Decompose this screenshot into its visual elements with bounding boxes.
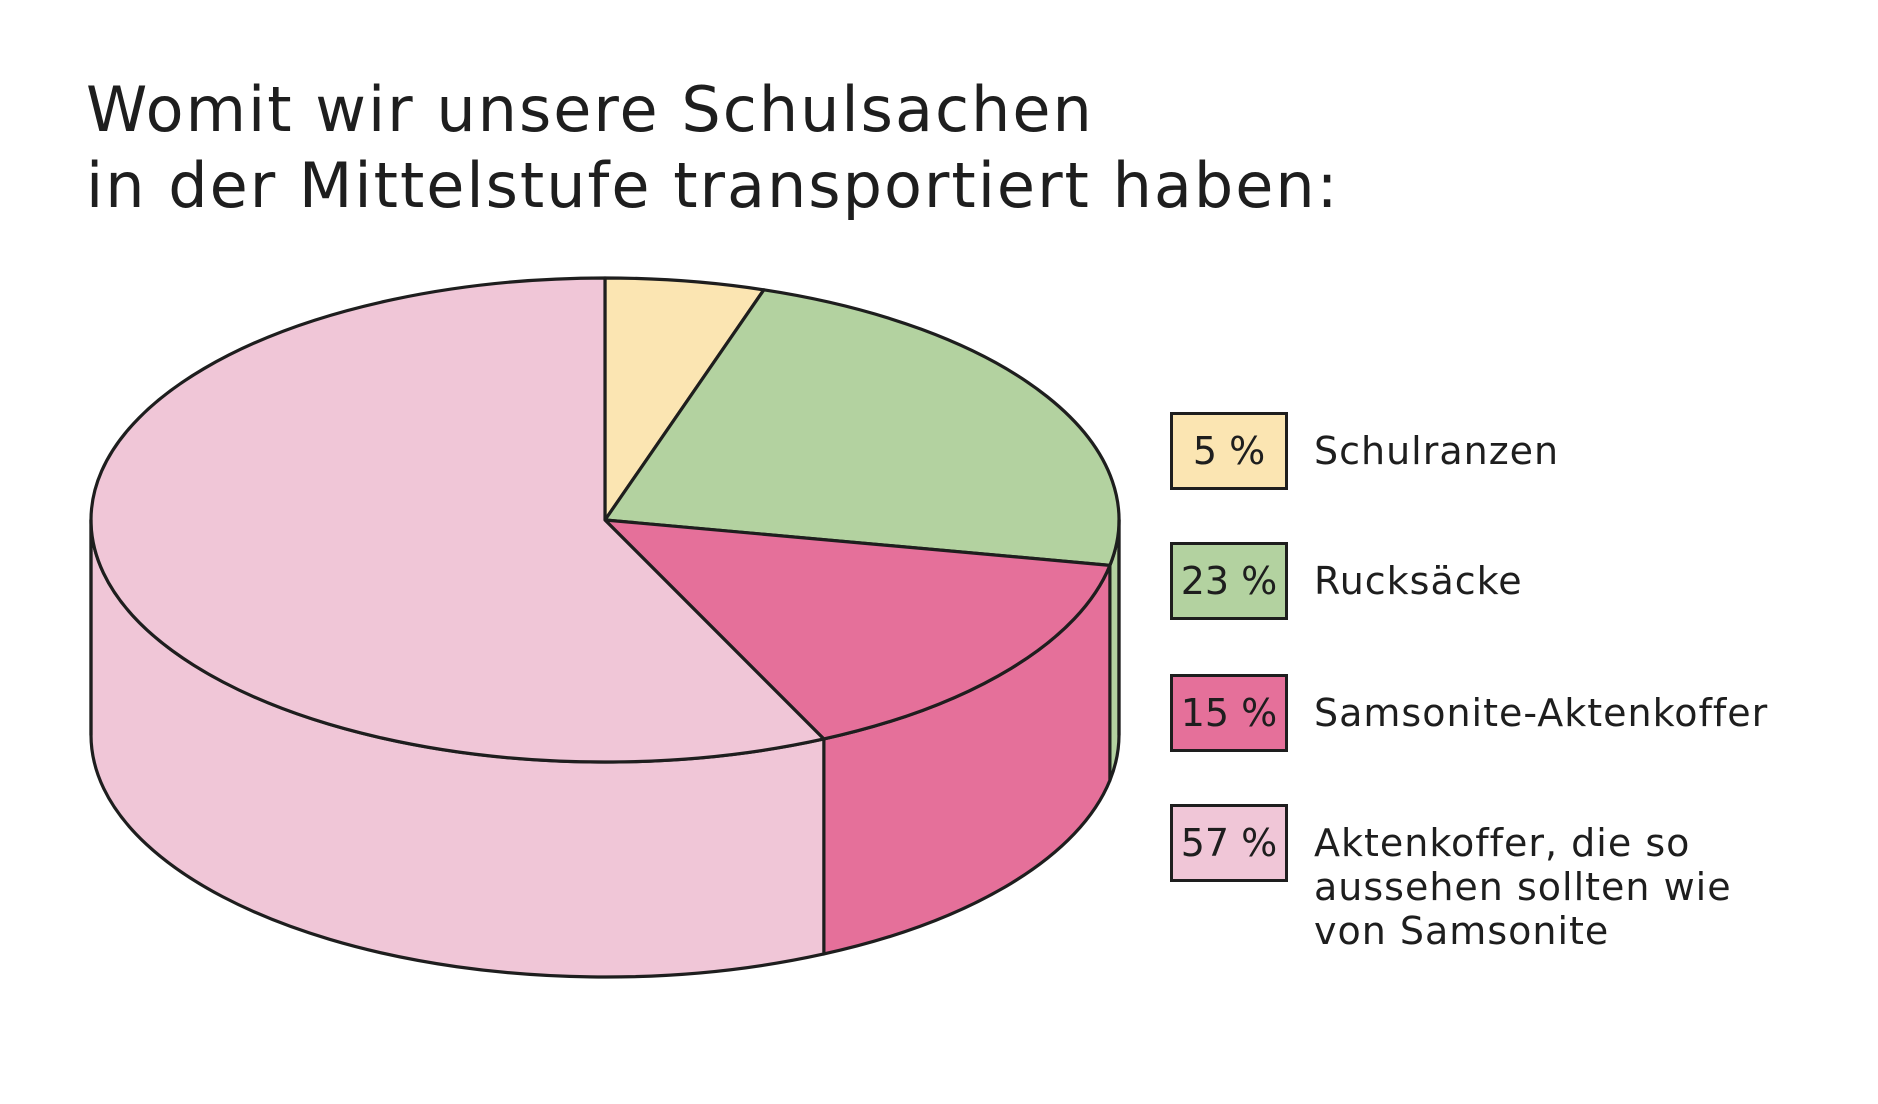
- legend-label-rucksaecke: Rucksäcke: [1314, 559, 1523, 603]
- legend-item-samsonite-aktenkoffer: 15 % Samsonite-Aktenkoffer: [1170, 674, 1814, 752]
- legend-swatch-aktenkoffer-nachahmung: 57 %: [1170, 804, 1288, 882]
- legend-label-schulranzen: Schulranzen: [1314, 429, 1560, 473]
- legend-label-aktenkoffer-nachahmung: Aktenkoffer, die so aussehen sollten wie…: [1314, 821, 1732, 953]
- legend-swatch-schulranzen: 5 %: [1170, 412, 1288, 490]
- legend-item-aktenkoffer-nachahmung: 57 % Aktenkoffer, die so aussehen sollte…: [1170, 804, 1814, 953]
- legend-item-rucksaecke: 23 % Rucksäcke: [1170, 542, 1814, 620]
- pie-slice-schulranzen: [603, 276, 766, 522]
- legend-swatch-samsonite-aktenkoffer: 15 %: [1170, 674, 1288, 752]
- chart-title-line-1: Womit wir unsere Schulsachen: [86, 73, 1094, 146]
- legend-label-samsonite-aktenkoffer: Samsonite-Aktenkoffer: [1314, 691, 1769, 735]
- legend-swatch-rucksaecke: 23 %: [1170, 542, 1288, 620]
- chart-title-line-2: in der Mittelstufe transportiert haben:: [86, 149, 1340, 222]
- pie-slice-aktenkoffer-die-so: [89, 276, 826, 764]
- pie-slice-samsonite-aktenkoffer: [603, 518, 1112, 741]
- legend-item-schulranzen: 5 % Schulranzen: [1170, 412, 1814, 490]
- chart-title: Womit wir unsere Schulsachen in der Mitt…: [86, 72, 1486, 224]
